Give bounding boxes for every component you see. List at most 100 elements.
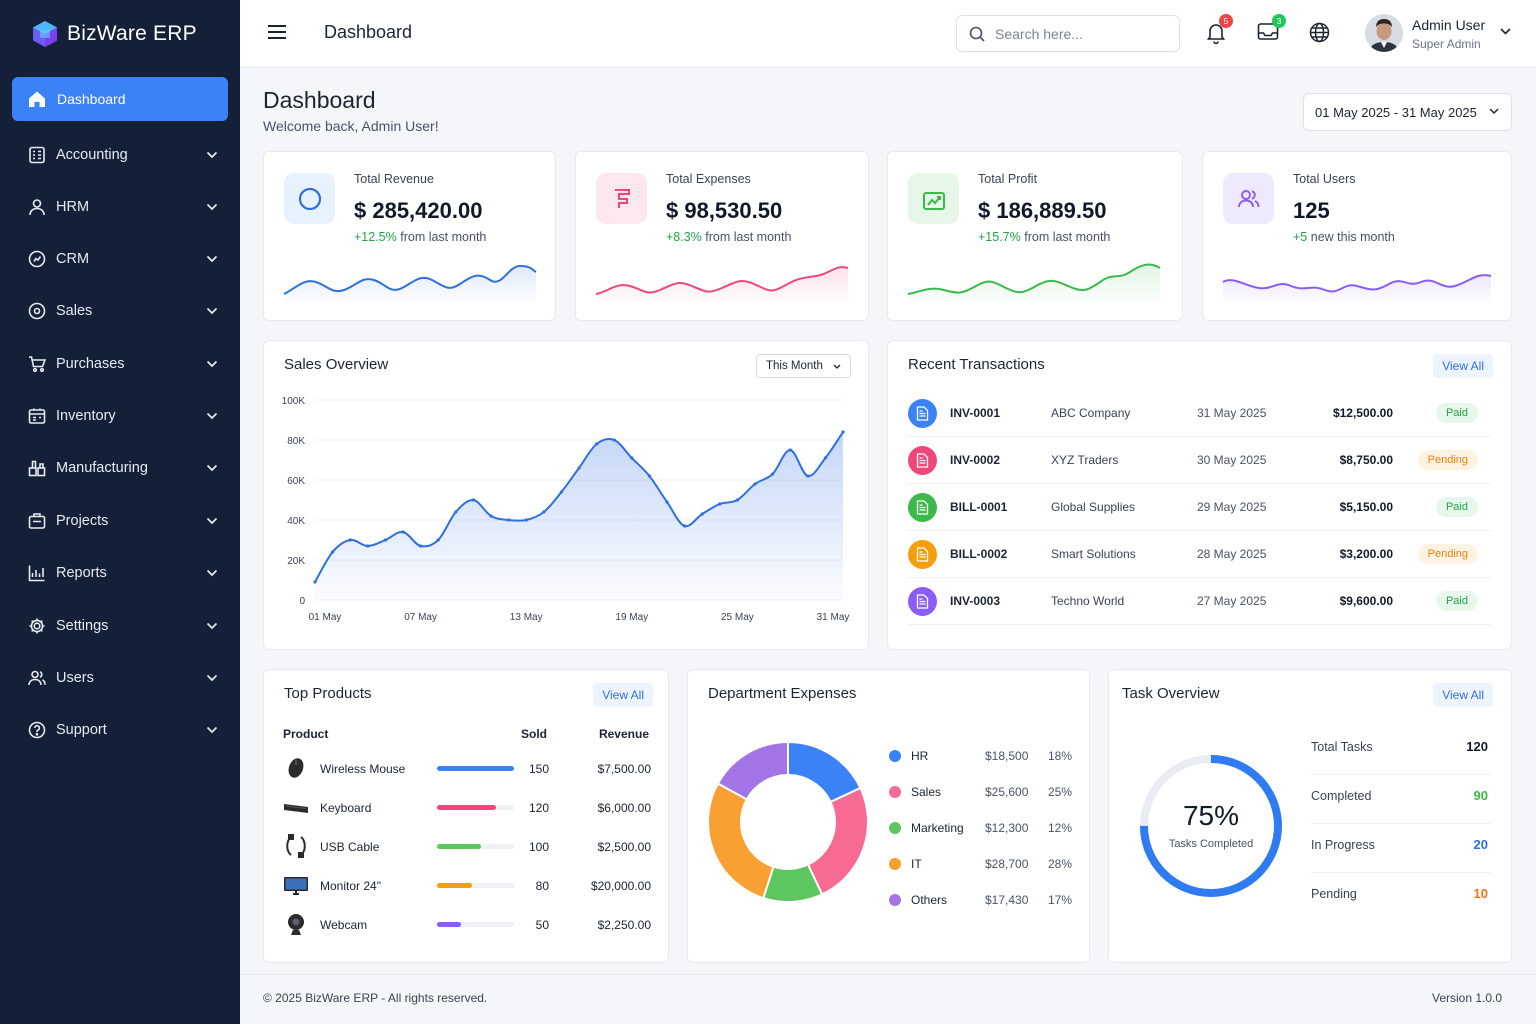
sales-point	[489, 514, 493, 518]
sidebar-item-inventory[interactable]: Inventory	[28, 404, 218, 428]
sidebar-item-users[interactable]: Users	[28, 666, 218, 690]
sales-point	[366, 544, 370, 548]
list-item[interactable]: Keyboard 120 $6,000.00	[283, 792, 651, 822]
y-tick-label: 40K	[287, 516, 305, 527]
briefcase-icon	[28, 512, 46, 530]
legend-name: Others	[911, 893, 948, 907]
hamburger-menu-icon[interactable]	[267, 24, 287, 40]
sales-area-chart: 0 20K 40K 60K 80K 100K 01 May 07 May 13 May 19 Ma…	[282, 396, 850, 623]
sales-overview-title: Sales Overview	[284, 356, 389, 373]
y-tick-label: 80K	[287, 436, 305, 447]
legend-item: Sales $25,600 25%	[887, 783, 1072, 801]
messages-icon[interactable]: 3	[1257, 14, 1286, 42]
product-name: Wireless Mouse	[320, 762, 406, 776]
product-sold: 80	[535, 879, 549, 893]
mouse-icon	[283, 755, 309, 781]
table-row[interactable]: INV-0002 XYZ Traders 30 May 2025 $8,750.00 P…	[907, 437, 1491, 484]
kpi-card-profit: Total Profit $ 186,889.50 +15.7% from la…	[887, 151, 1183, 321]
chevron-down-icon	[206, 307, 218, 315]
transaction-id[interactable]: BILL-0001	[950, 500, 1008, 514]
brand[interactable]: BizWare ERP	[32, 20, 197, 48]
sidebar-item-label: Manufacturing	[56, 460, 148, 476]
table-row[interactable]: INV-0001 ABC Company 31 May 2025 $12,500.00…	[907, 390, 1491, 437]
table-row[interactable]: BILL-0001 Global Supplies 29 May 2025 $5,15…	[907, 484, 1491, 531]
task-overview-view-all-button[interactable]: View All	[1433, 683, 1493, 707]
recent-transactions-card: Recent Transactions View All INV-0001 ABC…	[887, 340, 1512, 650]
search-input[interactable]	[995, 25, 1165, 42]
sidebar-item-reports[interactable]: Reports	[28, 561, 218, 585]
sales-point	[401, 530, 405, 534]
donut-slice	[716, 740, 789, 801]
transaction-company: XYZ Traders	[1051, 453, 1119, 467]
ledger-icon	[28, 146, 46, 164]
chevron-down-icon	[206, 255, 218, 263]
department-expenses-card: Department Expenses HR $18,500 18% Sales $25…	[687, 669, 1090, 963]
kpi-delta: +12.5% from last month	[354, 230, 486, 244]
avatar[interactable]	[1365, 14, 1403, 52]
product-sales-bar	[437, 883, 514, 888]
chevron-down-icon	[833, 364, 841, 369]
profit-icon	[908, 173, 959, 224]
transactions-view-all-button[interactable]: View All	[1433, 354, 1493, 378]
sidebar-item-settings[interactable]: Settings	[28, 614, 218, 638]
kpi-value: $ 285,420.00	[354, 198, 483, 223]
task-stat-label: Pending	[1311, 887, 1357, 901]
top-products-view-all-button[interactable]: View All	[593, 683, 653, 707]
transaction-id[interactable]: INV-0002	[950, 453, 1001, 467]
sidebar-item-accounting[interactable]: Accounting	[28, 143, 218, 167]
column-header-sold: Sold	[521, 727, 547, 741]
transaction-amount: $9,600.00	[1339, 594, 1393, 608]
sales-point	[823, 456, 828, 460]
legend-dot	[889, 786, 901, 798]
kpi-delta-value: +5	[1293, 230, 1308, 244]
task-stat-value: 90	[1473, 788, 1488, 803]
logo-icon	[32, 20, 58, 48]
users-icon	[1223, 173, 1274, 224]
sidebar-item-label: HRM	[56, 199, 90, 215]
list-item[interactable]: USB Cable 100 $2,500.00	[283, 831, 651, 861]
expenses-icon	[596, 173, 647, 224]
search-box[interactable]	[956, 15, 1180, 52]
legend-percent: 17%	[1048, 893, 1073, 907]
period-select[interactable]: This Month	[756, 354, 851, 378]
sidebar-item-projects[interactable]: Projects	[28, 509, 218, 533]
user-name[interactable]: Admin User	[1412, 17, 1486, 33]
legend-percent: 12%	[1048, 821, 1073, 835]
list-item[interactable]: Webcam 50 $2,250.00	[283, 909, 651, 939]
sidebar-item-manufacturing[interactable]: Manufacturing	[28, 456, 218, 480]
transaction-id[interactable]: INV-0003	[950, 594, 1001, 608]
legend-dot	[889, 822, 901, 834]
chevron-down-icon[interactable]	[1500, 28, 1511, 35]
globe-icon[interactable]	[1309, 22, 1330, 43]
sidebar-item-crm[interactable]: CRM	[28, 247, 218, 271]
date-range-picker[interactable]: 01 May 2025 - 31 May 2025	[1303, 93, 1512, 131]
sidebar-item-sales[interactable]: Sales	[28, 299, 218, 323]
kpi-label: Total Profit	[978, 172, 1038, 186]
sidebar-item-purchases[interactable]: Purchases	[28, 352, 218, 376]
list-item[interactable]: Wireless Mouse 150 $7,500.00	[283, 753, 651, 783]
kpi-delta-text: from last month	[705, 230, 792, 244]
transaction-amount: $3,200.00	[1339, 547, 1393, 561]
sidebar-item-hrm[interactable]: HRM	[28, 195, 218, 219]
gear-icon	[28, 617, 46, 635]
document-icon	[908, 540, 937, 569]
user-role: Super Admin	[1412, 37, 1481, 51]
transaction-id[interactable]: BILL-0002	[950, 547, 1008, 561]
notification-bell-icon[interactable]: 5	[1206, 14, 1233, 44]
transaction-id[interactable]: INV-0001	[950, 406, 1001, 420]
sidebar-item-dashboard[interactable]: Dashboard	[12, 77, 228, 121]
users-sparkline	[1222, 274, 1492, 306]
kpi-delta: +15.7% from last month	[978, 230, 1110, 244]
chart-icon	[28, 564, 46, 582]
department-donut-chart	[707, 740, 869, 903]
task-completion-ring	[1140, 755, 1282, 897]
product-name: Keyboard	[320, 801, 372, 815]
sidebar-item-support[interactable]: Support	[28, 718, 218, 742]
chevron-down-icon	[206, 622, 218, 630]
table-row[interactable]: BILL-0002 Smart Solutions 28 May 2025 $3,20…	[907, 531, 1491, 578]
list-item[interactable]: Monitor 24" 80 $20,000.00	[283, 870, 651, 900]
table-row[interactable]: INV-0003 Techno World 27 May 2025 $9,600.00…	[907, 578, 1491, 625]
sales-point	[665, 500, 669, 504]
person-icon	[28, 198, 46, 216]
date-range-value: 01 May 2025 - 31 May 2025	[1315, 104, 1477, 120]
